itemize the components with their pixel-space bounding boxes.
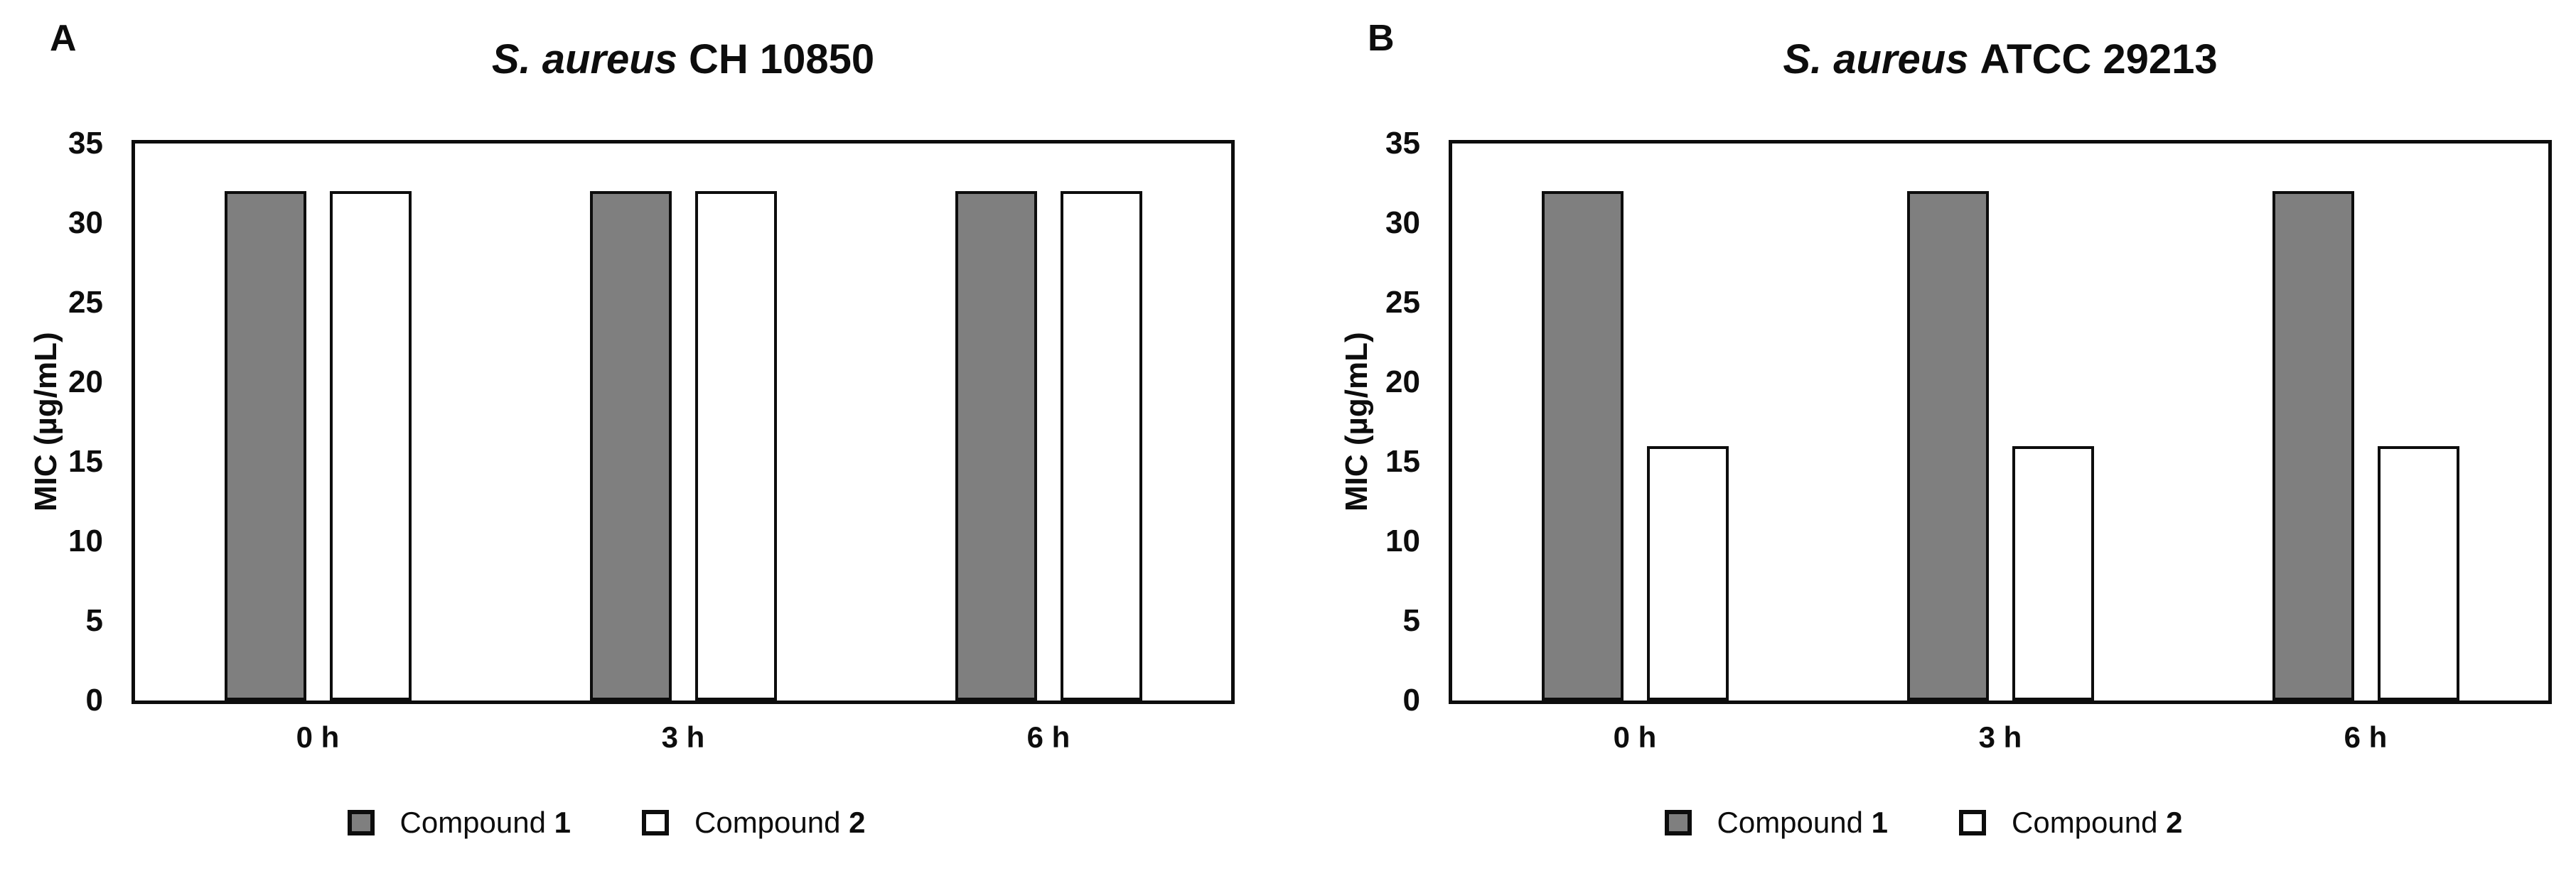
y-tick-label: 25 bbox=[68, 285, 103, 320]
legend-item-compound-1: Compound 1 bbox=[1664, 806, 1889, 840]
bar-compound-1-6-h bbox=[2272, 191, 2354, 700]
y-tick-label: 10 bbox=[1385, 524, 1420, 558]
x-axis-label-3-h: 3 h bbox=[661, 720, 705, 754]
legend-label-compound-2: Compound 2 bbox=[2012, 806, 2183, 839]
bar-compound-2-3-h bbox=[2012, 445, 2094, 700]
y-tick-label: 35 bbox=[1385, 126, 1420, 161]
y-tick-label: 20 bbox=[68, 364, 103, 399]
panel-b: B S. aureus ATCC 29213 MIC (µg/mL) 35 30 25… bbox=[1288, 0, 2576, 871]
legend: Compound 1 Compound 2 bbox=[55, 806, 1158, 840]
y-tick-label: 5 bbox=[1402, 603, 1420, 638]
panel-a: A S. aureus CH 10850 MIC (µg/mL) 35 30 25 20… bbox=[0, 0, 1235, 871]
panel-letter-a: A bbox=[50, 18, 77, 59]
y-tick-label: 0 bbox=[85, 683, 103, 718]
x-axis-label-3-h: 3 h bbox=[1978, 720, 2022, 754]
legend-label-compound-1: Compound 1 bbox=[399, 806, 571, 839]
bar-compound-2-6-h bbox=[2377, 445, 2459, 700]
chart-title-strain: CH 10850 bbox=[688, 36, 875, 82]
x-axis-label-0-h: 0 h bbox=[296, 720, 340, 754]
y-tick-label: 20 bbox=[1385, 364, 1420, 399]
legend-swatch-compound-1 bbox=[1664, 810, 1692, 835]
legend-swatch-compound-2 bbox=[1959, 810, 1986, 835]
legend-item-compound-2: Compound 2 bbox=[1959, 806, 2183, 840]
plot-area bbox=[132, 140, 1235, 704]
panel-letter-b: B bbox=[1368, 18, 1395, 59]
y-tick-label: 15 bbox=[1385, 444, 1420, 479]
bar-compound-1-6-h bbox=[955, 191, 1037, 700]
legend-label-compound-2: Compound 2 bbox=[694, 806, 866, 839]
x-axis-label-0-h: 0 h bbox=[1613, 720, 1657, 754]
bar-compound-2-3-h bbox=[694, 191, 777, 700]
chart-title-strain: ATCC 29213 bbox=[1980, 36, 2218, 82]
bar-compound-1-0-h bbox=[1541, 191, 1624, 700]
bar-compound-2-0-h bbox=[329, 191, 412, 700]
legend-swatch-compound-2 bbox=[642, 810, 669, 835]
y-tick-label: 15 bbox=[68, 444, 103, 479]
plot-area bbox=[1449, 140, 2552, 704]
chart-title-a: S. aureus CH 10850 bbox=[132, 37, 1235, 82]
y-tick-label: 30 bbox=[1385, 205, 1420, 240]
bar-compound-1-0-h bbox=[224, 191, 306, 700]
chart-title-b: S. aureus ATCC 29213 bbox=[1449, 37, 2552, 82]
bar-compound-2-6-h bbox=[1060, 191, 1142, 700]
y-tick-label: 10 bbox=[68, 524, 103, 558]
bar-compound-2-0-h bbox=[1646, 445, 1729, 700]
y-tick-label: 5 bbox=[85, 603, 103, 638]
y-tick-labels: 35 30 25 20 15 10 5 0 bbox=[0, 0, 103, 871]
bar-compound-1-3-h bbox=[1906, 191, 1989, 700]
chart-title-species: S. aureus bbox=[491, 36, 677, 82]
legend: Compound 1 Compound 2 bbox=[1372, 806, 2475, 840]
chart-title-species: S. aureus bbox=[1783, 36, 1969, 82]
y-tick-label: 0 bbox=[1402, 683, 1420, 718]
y-tick-label: 25 bbox=[1385, 285, 1420, 320]
legend-item-compound-1: Compound 1 bbox=[347, 806, 571, 840]
legend-swatch-compound-1 bbox=[347, 810, 375, 835]
x-axis-label-6-h: 6 h bbox=[2344, 720, 2388, 754]
y-tick-label: 30 bbox=[68, 205, 103, 240]
legend-label-compound-1: Compound 1 bbox=[1717, 806, 1889, 839]
legend-item-compound-2: Compound 2 bbox=[642, 806, 866, 840]
y-tick-labels: 35 30 25 20 15 10 5 0 bbox=[1288, 0, 1420, 871]
y-tick-label: 35 bbox=[68, 126, 103, 161]
bar-compound-1-3-h bbox=[589, 191, 672, 700]
x-axis-label-6-h: 6 h bbox=[1026, 720, 1070, 754]
